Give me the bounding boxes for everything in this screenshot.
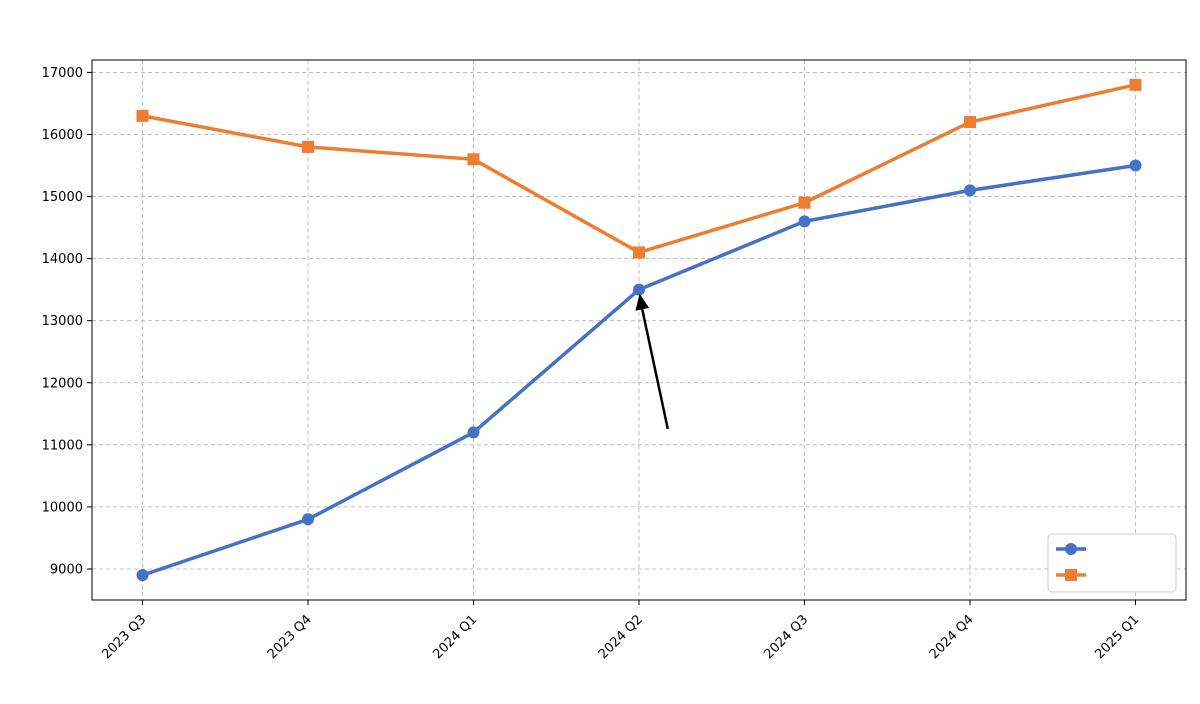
y-tick-label: 17000 bbox=[42, 66, 83, 81]
data-point bbox=[1129, 78, 1142, 91]
x-tick-label: 2023 Q4 bbox=[265, 612, 315, 662]
y-tick-label: 12000 bbox=[42, 376, 83, 391]
y-tick-label: 16000 bbox=[42, 128, 83, 143]
data-point bbox=[633, 283, 645, 296]
y-tick-label: 14000 bbox=[42, 252, 83, 267]
legend-entry bbox=[1056, 543, 1086, 555]
legend-marker bbox=[1065, 569, 1077, 581]
legend-marker bbox=[1065, 543, 1077, 555]
data-point bbox=[798, 215, 811, 228]
y-tick-label: 15000 bbox=[42, 190, 83, 205]
y-tick-label: 13000 bbox=[42, 314, 83, 329]
series-0 bbox=[136, 159, 1142, 582]
data-point bbox=[1129, 159, 1142, 172]
series-layer bbox=[136, 78, 1142, 582]
x-tick-label: 2023 Q3 bbox=[99, 612, 149, 662]
x-axis-ticks: 2023 Q3 2023 Q4 2024 Q1 2024 Q2 2024 Q3 2024 … bbox=[99, 600, 1142, 662]
y-tick-label: 9000 bbox=[50, 562, 83, 577]
data-point bbox=[964, 116, 976, 129]
data-point bbox=[136, 109, 149, 122]
annotation-arrowhead bbox=[635, 293, 650, 311]
annotation-arrow bbox=[641, 309, 670, 430]
data-point bbox=[798, 196, 811, 209]
legend-box bbox=[1047, 533, 1177, 593]
data-point bbox=[302, 513, 314, 526]
axes-frame bbox=[91, 59, 1187, 601]
legend-entry bbox=[1056, 569, 1086, 581]
legend bbox=[1047, 533, 1177, 593]
y-axis-ticks: 9000 10000 11000 12000 13000 14000 15000 16000 1… bbox=[42, 66, 92, 577]
x-tick-label: 2024 Q4 bbox=[927, 612, 977, 662]
y-tick-label: 11000 bbox=[42, 438, 83, 453]
data-point bbox=[964, 184, 976, 197]
grid-lines bbox=[92, 60, 1186, 600]
annotation bbox=[635, 293, 670, 430]
series-1 bbox=[136, 78, 1142, 259]
x-tick-label: 2024 Q1 bbox=[430, 612, 480, 662]
y-tick-label: 10000 bbox=[42, 500, 83, 515]
data-point bbox=[467, 426, 480, 439]
data-point bbox=[302, 140, 314, 153]
x-tick-label: 2024 Q2 bbox=[596, 612, 646, 662]
x-tick-label: 2024 Q3 bbox=[761, 612, 811, 662]
data-point bbox=[633, 246, 645, 259]
data-point bbox=[467, 153, 480, 166]
x-tick-label: 2025 Q1 bbox=[1092, 612, 1142, 662]
data-point bbox=[136, 569, 149, 582]
